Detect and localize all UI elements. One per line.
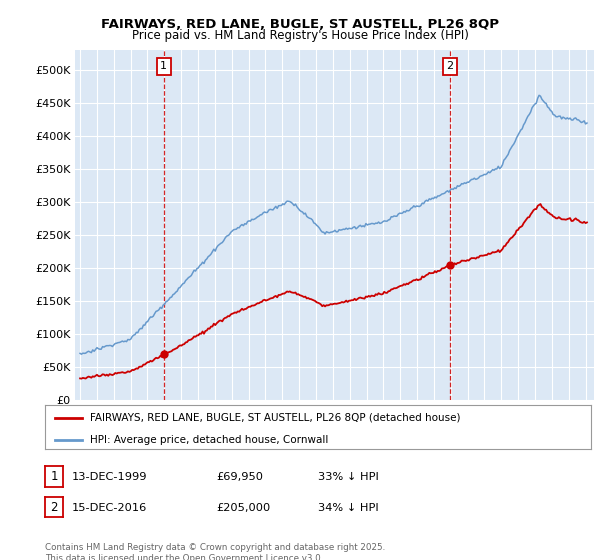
Text: £205,000: £205,000 — [216, 503, 270, 513]
Text: 33% ↓ HPI: 33% ↓ HPI — [318, 472, 379, 482]
Text: 15-DEC-2016: 15-DEC-2016 — [72, 503, 147, 513]
Text: 1: 1 — [160, 61, 167, 71]
Text: 2: 2 — [50, 501, 58, 514]
Text: 2: 2 — [446, 61, 454, 71]
Text: FAIRWAYS, RED LANE, BUGLE, ST AUSTELL, PL26 8QP: FAIRWAYS, RED LANE, BUGLE, ST AUSTELL, P… — [101, 18, 499, 31]
Text: HPI: Average price, detached house, Cornwall: HPI: Average price, detached house, Corn… — [90, 435, 328, 445]
Text: 13-DEC-1999: 13-DEC-1999 — [72, 472, 148, 482]
Text: 34% ↓ HPI: 34% ↓ HPI — [318, 503, 379, 513]
Text: 1: 1 — [50, 470, 58, 483]
Text: Price paid vs. HM Land Registry's House Price Index (HPI): Price paid vs. HM Land Registry's House … — [131, 29, 469, 42]
Text: FAIRWAYS, RED LANE, BUGLE, ST AUSTELL, PL26 8QP (detached house): FAIRWAYS, RED LANE, BUGLE, ST AUSTELL, P… — [90, 413, 460, 423]
Text: £69,950: £69,950 — [216, 472, 263, 482]
Text: Contains HM Land Registry data © Crown copyright and database right 2025.
This d: Contains HM Land Registry data © Crown c… — [45, 543, 385, 560]
